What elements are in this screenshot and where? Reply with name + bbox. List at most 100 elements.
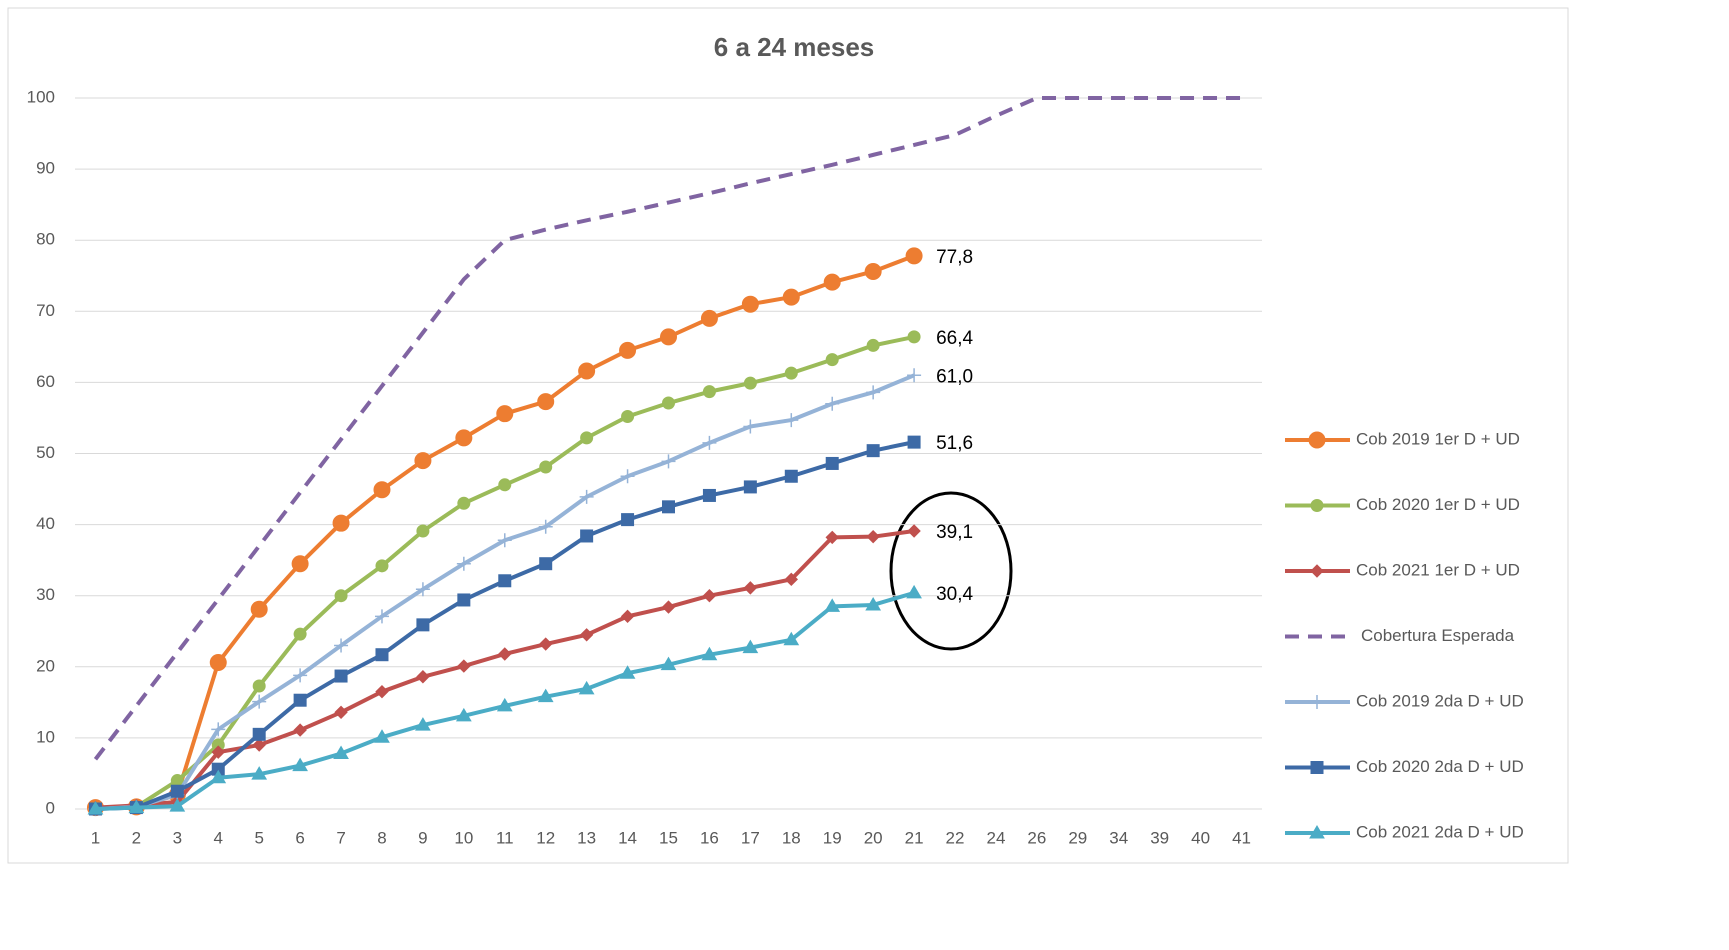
marker [907, 524, 921, 538]
marker [211, 722, 226, 737]
x-tick-label: 3 [173, 828, 182, 847]
marker [416, 524, 430, 538]
marker [741, 295, 759, 313]
marker [538, 637, 553, 651]
marker [415, 717, 431, 731]
data-label: 77,8 [936, 247, 973, 268]
marker [498, 574, 512, 588]
marker [823, 273, 841, 291]
x-tick-label: 18 [782, 828, 801, 847]
marker [252, 694, 267, 709]
marker [170, 784, 184, 798]
marker [784, 469, 798, 483]
marker [866, 529, 880, 544]
x-tick-label: 6 [295, 828, 304, 847]
marker [252, 727, 266, 741]
marker [252, 738, 266, 752]
marker [621, 513, 635, 527]
marker [537, 688, 554, 703]
legend-label: Cob 2020 2da D + UD [1356, 757, 1524, 776]
marker [252, 679, 266, 693]
marker [416, 618, 430, 632]
marker [293, 723, 307, 737]
x-tick-label: 5 [254, 828, 263, 847]
marker [1310, 761, 1324, 774]
data-label: 39,1 [936, 522, 973, 543]
marker [782, 288, 800, 306]
marker [866, 444, 880, 458]
marker [865, 596, 882, 611]
marker [333, 745, 349, 760]
marker [292, 757, 308, 772]
x-tick-label: 17 [741, 828, 760, 847]
marker [293, 668, 308, 683]
marker [496, 697, 513, 712]
chart-title: 6 a 24 meses [714, 32, 874, 62]
x-tick-label: 19 [823, 828, 842, 847]
marker [1308, 431, 1326, 449]
y-tick-label: 70 [36, 301, 55, 320]
marker [455, 429, 473, 447]
marker [293, 693, 307, 707]
marker [169, 798, 186, 812]
marker [866, 385, 881, 400]
marker [128, 799, 145, 814]
x-tick-label: 20 [864, 828, 883, 847]
marker [578, 362, 596, 380]
marker [702, 435, 717, 450]
marker [783, 631, 800, 646]
marker [621, 410, 635, 424]
marker [334, 638, 349, 653]
marker [660, 656, 677, 671]
marker [415, 582, 430, 597]
x-tick-label: 8 [377, 828, 386, 847]
x-tick-label: 21 [905, 828, 924, 847]
marker [825, 353, 839, 367]
y-tick-label: 0 [46, 798, 55, 817]
marker [537, 393, 555, 411]
marker [864, 262, 882, 280]
x-tick-label: 12 [536, 828, 555, 847]
marker [332, 514, 350, 532]
marker [251, 766, 268, 780]
marker [250, 600, 268, 618]
y-tick-label: 30 [36, 585, 55, 604]
marker [580, 431, 594, 445]
x-tick-label: 26 [1027, 828, 1046, 847]
marker [825, 396, 840, 411]
marker [907, 435, 921, 449]
legend-label: Cob 2021 1er D + UD [1356, 560, 1520, 579]
marker [742, 639, 759, 654]
marker [539, 557, 553, 571]
x-tick-label: 29 [1068, 828, 1087, 847]
y-tick-label: 80 [36, 230, 55, 249]
x-tick-label: 2 [132, 828, 141, 847]
marker [619, 665, 636, 679]
y-tick-label: 60 [36, 372, 55, 391]
marker [661, 600, 676, 614]
marker [1310, 564, 1324, 578]
marker [660, 328, 677, 346]
x-tick-label: 34 [1109, 828, 1128, 847]
x-tick-label: 4 [214, 828, 223, 847]
marker [784, 413, 799, 428]
marker [619, 341, 637, 359]
marker [416, 670, 430, 684]
marker [907, 368, 922, 383]
marker [334, 589, 348, 603]
marker [498, 647, 512, 661]
marker [538, 519, 553, 534]
marker [291, 555, 309, 573]
marker [375, 648, 389, 662]
marker [374, 609, 389, 624]
marker [455, 707, 472, 722]
marker [662, 396, 675, 410]
x-tick-label: 41 [1232, 828, 1251, 847]
marker [580, 529, 594, 543]
marker [905, 247, 923, 265]
marker [210, 769, 227, 784]
x-tick-label: 14 [618, 828, 637, 847]
x-tick-label: 40 [1191, 828, 1210, 847]
x-tick-label: 10 [454, 828, 473, 847]
marker [825, 530, 839, 545]
